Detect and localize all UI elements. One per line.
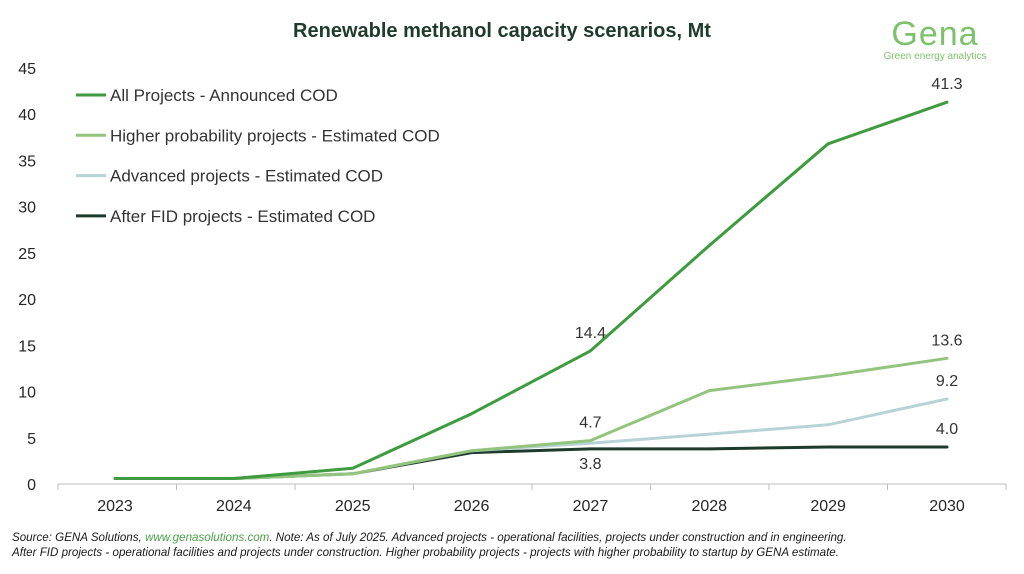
y-tick-label: 35 (18, 153, 36, 170)
series-line (113, 356, 949, 480)
footnote-source: Source: GENA Solutions, (12, 531, 145, 544)
y-tick-label: 0 (27, 477, 36, 494)
legend: All Projects - Announced COD Higher proba… (76, 86, 440, 226)
logo: Gena Green energy analytics (884, 15, 987, 62)
y-tick-label: 45 (18, 61, 36, 78)
series-layer (113, 100, 949, 480)
footnote-line-2: After FID projects - operational facilit… (12, 546, 839, 559)
data-label: 3.8 (579, 456, 601, 473)
data-label: 4.7 (579, 415, 601, 432)
y-tick-label: 40 (18, 107, 36, 124)
x-tick-label: 2024 (216, 498, 252, 515)
x-tick-label: 2028 (691, 498, 727, 515)
logo-name: Gena (891, 15, 978, 53)
x-tick-label: 2023 (97, 498, 133, 515)
chart: Renewable methanol capacity scenarios, M… (18, 15, 1007, 515)
data-label: 14.4 (575, 325, 606, 342)
legend-label: All Projects - Announced COD (110, 86, 338, 105)
y-tick-label: 10 (18, 385, 36, 402)
logo-tagline: Green energy analytics (884, 51, 987, 62)
data-label: 41.3 (931, 76, 962, 93)
y-tick-label: 5 (27, 431, 36, 448)
data-labels: 14.4 41.3 4.7 13.6 9.2 3.8 4.0 (575, 76, 963, 473)
x-tick-label: 2030 (929, 498, 965, 515)
y-tick-label: 25 (18, 246, 36, 263)
data-label: 13.6 (931, 332, 962, 349)
data-label: 9.2 (936, 373, 958, 390)
x-tick-label: 2026 (454, 498, 490, 515)
legend-label: Higher probability projects - Estimated … (110, 126, 440, 145)
x-tick-label: 2025 (335, 498, 371, 515)
footnote-line-1: Source: GENA Solutions, www.genasolution… (12, 530, 1017, 545)
chart-title: Renewable methanol capacity scenarios, M… (293, 20, 711, 42)
data-label: 4.0 (936, 421, 958, 438)
footnote-link[interactable]: www.genasolutions.com (144, 531, 270, 544)
footnote: Source: GENA Solutions, www.genasolution… (12, 530, 1017, 560)
series-line (113, 445, 949, 480)
series-line (113, 397, 949, 480)
legend-label: Advanced projects - Estimated COD (110, 167, 383, 186)
legend-label: After FID projects - Estimated COD (110, 207, 375, 226)
y-tick-label: 20 (18, 292, 36, 309)
series-line (113, 100, 949, 480)
y-tick-label: 30 (18, 200, 36, 217)
x-tick-label: 2029 (810, 498, 846, 515)
footnote-note: . Note: As of July 2025. Advanced projec… (269, 531, 847, 544)
y-tick-label: 15 (18, 338, 36, 355)
x-tick-label: 2027 (573, 498, 609, 515)
